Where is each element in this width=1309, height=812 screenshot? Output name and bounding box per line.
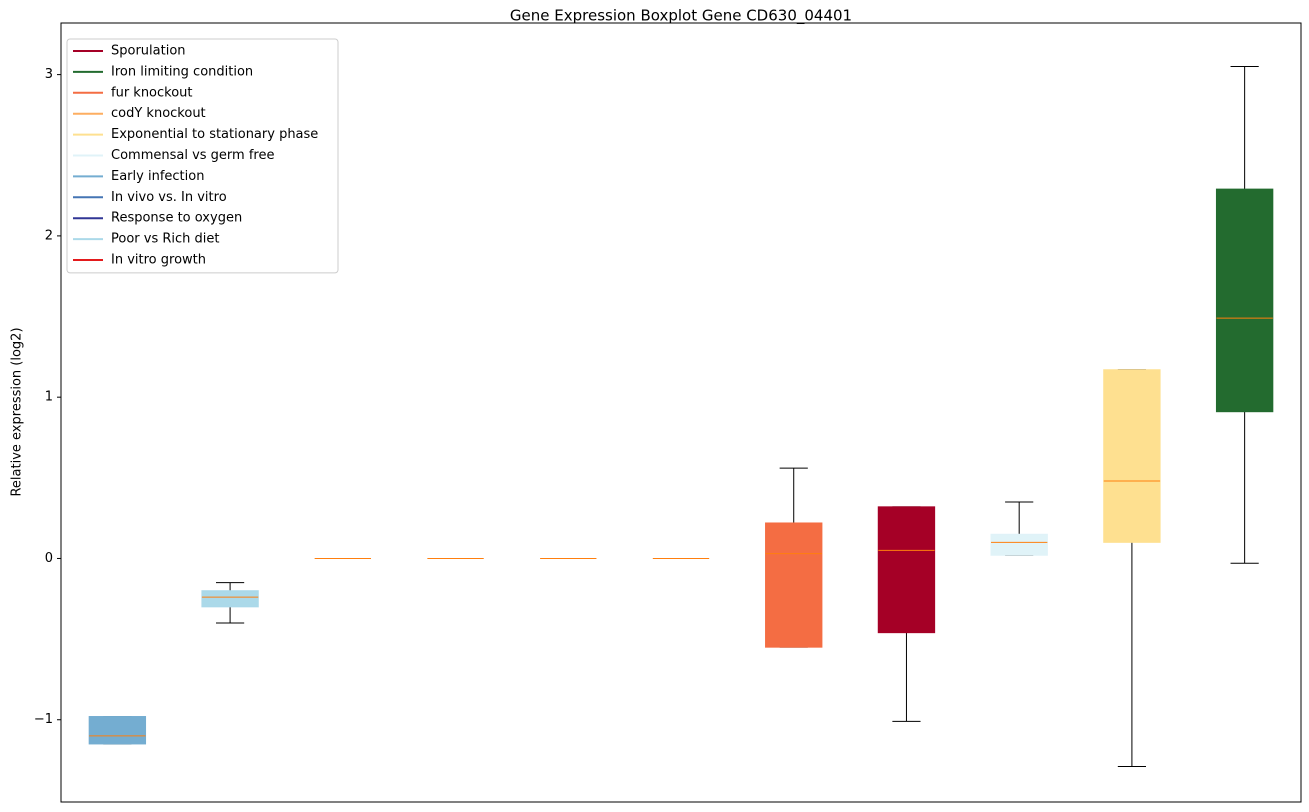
box-group: [1215, 66, 1274, 564]
box: [1103, 369, 1161, 543]
legend-label: fur knockout: [111, 85, 193, 100]
y-tick-label: 3: [45, 67, 53, 82]
y-tick-label: 0: [45, 551, 53, 566]
plot-frame: [60, 22, 1302, 803]
legend-box: [66, 38, 339, 274]
box-group: [1103, 369, 1161, 768]
box: [1215, 188, 1274, 413]
box: [201, 590, 259, 608]
box-group: [201, 582, 259, 624]
y-axis-label: Relative expression (log2): [10, 327, 25, 496]
legend-label: Poor vs Rich diet: [111, 232, 219, 247]
box-group: [877, 506, 936, 722]
legend-label: Response to oxygen: [111, 211, 242, 226]
legend-label: codY knockout: [111, 106, 206, 121]
legend-label: In vitro growth: [111, 253, 206, 268]
box-group: [88, 716, 147, 745]
legend-label: Iron limiting condition: [111, 64, 253, 79]
legend-label: In vivo vs. In vitro: [111, 190, 227, 205]
chart-title: Gene Expression Boxplot Gene CD630_04401: [510, 7, 852, 26]
legend-label: Exponential to stationary phase: [111, 127, 318, 142]
box: [990, 533, 1048, 556]
box-group: [990, 501, 1048, 556]
box: [765, 522, 823, 648]
legend-label: Commensal vs germ free: [111, 148, 274, 163]
box-group: [765, 467, 823, 648]
legend-label: Early infection: [111, 169, 204, 184]
y-tick-label: −1: [34, 712, 53, 727]
y-tick-label: 2: [45, 228, 53, 243]
box: [88, 716, 147, 745]
y-tick-label: 1: [45, 390, 53, 405]
legend-label: Sporulation: [111, 44, 186, 59]
box: [877, 506, 936, 634]
